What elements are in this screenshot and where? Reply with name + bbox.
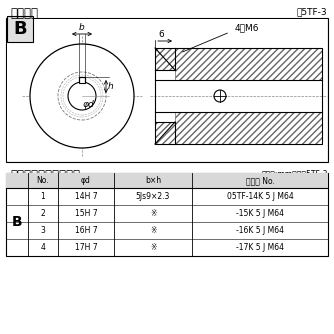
Text: （単位:mm）　表5TF-3: （単位:mm） 表5TF-3 [262,169,328,178]
Text: 5Js9×2.3: 5Js9×2.3 [136,192,170,201]
Text: 軸穴形状: 軸穴形状 [10,7,38,20]
Text: No.: No. [37,176,49,185]
Text: ※: ※ [150,226,156,235]
Text: φd: φd [81,176,91,185]
Bar [155,48,322,144]
Text: 1: 1 [41,192,45,201]
Text: B: B [12,215,22,229]
Circle shape [68,82,96,110]
Circle shape [30,44,134,148]
Text: ※: ※ [150,243,156,252]
Bar [175,48,322,80]
Text: b: b [79,23,85,32]
Text: 4: 4 [40,243,45,252]
Bar [79,77,85,83]
Text: h: h [108,82,114,91]
Circle shape [58,72,106,120]
Bar [175,112,322,144]
Text: 2: 2 [41,209,45,218]
Bar [7,16,33,42]
Bar [7,19,327,161]
Bar [155,122,175,144]
Text: b×h: b×h [145,176,161,185]
Text: 3: 3 [40,226,45,235]
Text: -17K 5 J M64: -17K 5 J M64 [236,243,284,252]
Text: コード No.: コード No. [245,176,275,185]
Text: 15H 7: 15H 7 [75,209,97,218]
Bar [6,173,328,256]
Circle shape [214,90,226,102]
Bar [155,48,175,70]
Text: B: B [13,20,27,38]
Text: 17H 7: 17H 7 [75,243,97,252]
Text: 6: 6 [158,30,164,39]
Text: 4－M6: 4－M6 [235,23,260,32]
Text: -16K 5 J M64: -16K 5 J M64 [236,226,284,235]
Text: 軸穴形状コード一覧表: 軸穴形状コード一覧表 [10,169,80,182]
Bar [155,80,322,112]
Bar [6,18,328,162]
Text: -15K 5 J M64: -15K 5 J M64 [236,209,284,218]
Text: ※: ※ [150,209,156,218]
Bar [6,173,328,188]
Text: 14H 7: 14H 7 [75,192,97,201]
Text: φd: φd [83,100,95,109]
Text: 図5TF-3: 図5TF-3 [296,7,327,16]
Text: 05TF-14K 5 J M64: 05TF-14K 5 J M64 [227,192,293,201]
Text: 16H 7: 16H 7 [75,226,97,235]
